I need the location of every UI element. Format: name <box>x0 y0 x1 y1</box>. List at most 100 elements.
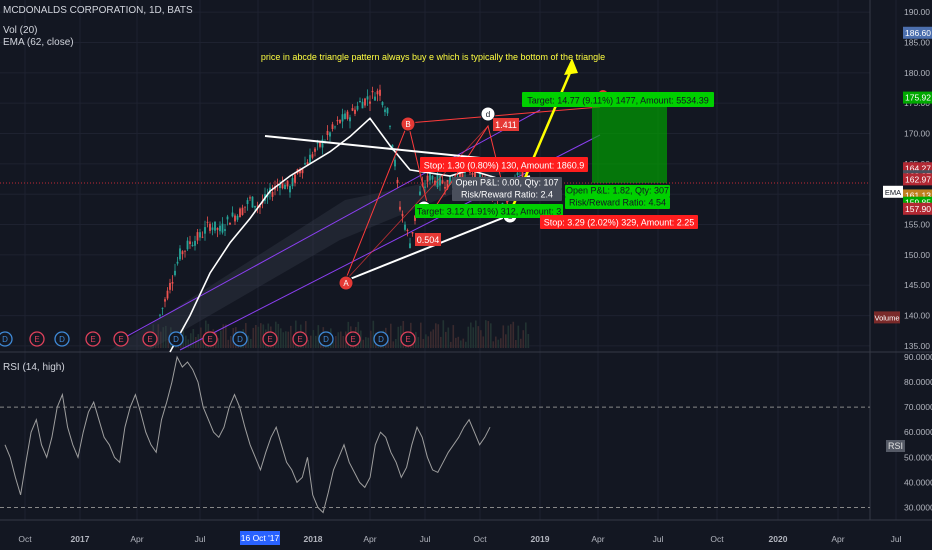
volume-bar <box>287 331 290 348</box>
volume-bar <box>312 330 315 348</box>
time-axis[interactable]: Oct 2017 Apr Jul 16 Oct '17 2018 Apr Jul Oct 2019… <box>18 531 902 545</box>
volume-bar <box>340 331 342 348</box>
earnings-icon[interactable] <box>113 331 129 347</box>
volume-bar <box>162 327 165 348</box>
candle-body <box>246 200 249 204</box>
volume-bar <box>315 335 317 348</box>
trade-label: Open P&L: 1.82, Qty: 307 <box>566 186 669 196</box>
volume-bar <box>462 338 465 348</box>
trade-label: Risk/Reward Ratio: 4.54 <box>569 198 666 208</box>
volume-bar <box>422 338 425 348</box>
earnings-icon[interactable] <box>142 331 158 347</box>
earnings-icon[interactable] <box>29 331 45 347</box>
candle-body <box>166 290 169 299</box>
time-tick-label: 2019 <box>531 534 550 544</box>
dividend-icon[interactable] <box>318 331 334 347</box>
earnings-icon[interactable] <box>345 331 361 347</box>
candle-body <box>279 183 281 189</box>
dividend-icon[interactable] <box>232 331 248 347</box>
price-axis[interactable]: 190.00185.00180.00175.00170.00165.00160.… <box>904 7 932 512</box>
candle-body <box>196 232 199 241</box>
candle-body <box>236 215 239 220</box>
channel-upper-line <box>119 109 541 341</box>
volume-bar <box>182 325 185 348</box>
rsi-legend[interactable]: RSI (14, high) <box>3 362 65 373</box>
rsi-tag: RSI <box>886 440 906 452</box>
candle-body <box>471 172 474 175</box>
price-tag <box>903 173 932 186</box>
candle-body <box>414 215 416 221</box>
candle-body <box>379 89 381 96</box>
trade-label: Stop: 3.29 (2.02%) 329, Amount: 2.25 <box>544 218 695 228</box>
candle-body <box>216 227 219 230</box>
dividend-icon[interactable] <box>168 331 184 347</box>
volume-bar <box>497 339 500 348</box>
volume-bar <box>470 322 472 348</box>
volume-bar <box>365 337 367 348</box>
candle-body <box>461 171 464 181</box>
volume-bar <box>292 341 295 348</box>
earnings-icon[interactable] <box>202 331 218 347</box>
volume-bar <box>360 330 362 348</box>
dividend-icon[interactable] <box>373 331 389 347</box>
volume-bar <box>280 328 282 348</box>
trade-label-box <box>452 189 562 201</box>
rsi-tick-label: 90.0000 <box>904 352 932 362</box>
trade-label: Stop: 1.30 (0.80%) 130, Amount: 1860.9 <box>424 161 585 171</box>
time-tick-label: Oct <box>473 534 487 544</box>
candle-body <box>231 212 234 217</box>
volume-bar <box>370 330 372 348</box>
vol-legend[interactable]: Vol (20) <box>3 25 38 36</box>
ema-legend[interactable]: EMA (62, close) <box>3 37 74 48</box>
grid <box>0 0 932 521</box>
dividend-icon[interactable] <box>0 331 13 347</box>
volume-bar <box>527 333 530 348</box>
time-tick-label: 2018 <box>304 534 323 544</box>
volume-bar <box>435 323 437 348</box>
volume-bar <box>257 326 260 348</box>
volume-bar <box>522 330 525 348</box>
level-label-box <box>493 118 519 131</box>
level-label: 0.504 <box>417 235 440 245</box>
candle-body <box>394 159 396 167</box>
candle-body <box>321 139 324 148</box>
earnings-icon[interactable] <box>292 331 308 347</box>
candle-body <box>224 229 226 231</box>
candle-body <box>289 186 291 193</box>
ema-tag-label: EMA <box>885 188 901 197</box>
price-tick-label: 135.00 <box>904 341 930 351</box>
volume-bar <box>220 330 222 348</box>
volume-bar <box>477 326 480 348</box>
price-tag-label: 157.90 <box>905 204 931 214</box>
volume-bar <box>482 336 485 348</box>
candle-body <box>384 109 386 113</box>
earnings-icon[interactable] <box>262 331 278 347</box>
trade-label-box <box>415 204 563 218</box>
dividend-icon[interactable] <box>54 331 70 347</box>
candle-body <box>336 120 339 122</box>
volume-bar <box>490 323 492 348</box>
rsi-levels <box>0 406 870 508</box>
candle-body <box>479 173 481 179</box>
price-tag-label: 162.97 <box>905 174 931 184</box>
volume-bar <box>392 341 395 348</box>
candle-body <box>249 197 251 199</box>
event-marker-label: E <box>90 335 95 344</box>
candle-body <box>399 206 401 210</box>
candle-body <box>516 172 519 175</box>
price-tag-label: 186.60 <box>905 28 931 38</box>
candle-body <box>326 130 329 135</box>
candle-body <box>214 221 216 231</box>
candle-body <box>346 111 349 119</box>
volume-bar <box>485 320 487 348</box>
earnings-icon[interactable] <box>400 331 416 347</box>
candle-body <box>259 205 261 208</box>
candle-body <box>219 225 221 232</box>
earnings-icon[interactable] <box>85 331 101 347</box>
trade-label-box <box>540 215 698 229</box>
candle-body <box>474 166 476 180</box>
candle-body <box>256 205 259 207</box>
volume-bar <box>247 335 250 348</box>
